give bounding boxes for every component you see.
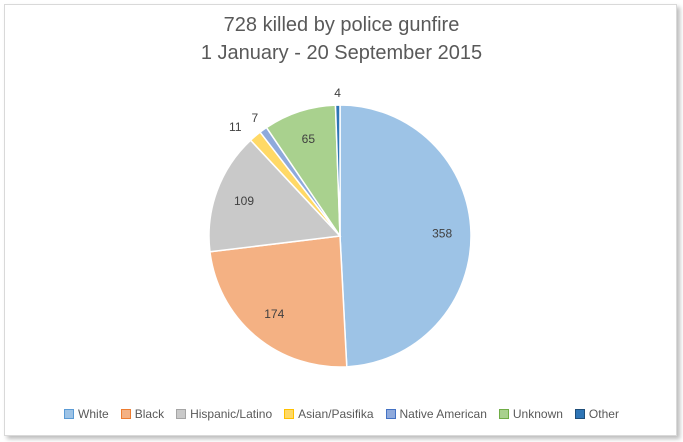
legend-item-unknown: Unknown: [498, 407, 563, 421]
pie-slice-white: [339, 104, 472, 368]
pie-slice-hispanic-latino: [208, 139, 342, 253]
legend-item-hispanic-latino: Hispanic/Latino: [176, 407, 272, 421]
legend-label-unknown: Unknown: [512, 407, 563, 421]
data-label-white: 358: [432, 226, 452, 240]
chart-legend: White Black Hispanic/Latino Asian/Pasifika N…: [0, 407, 683, 421]
legend-label-asian-pasifika: Asian/Pasifika: [298, 407, 374, 421]
chart-title-line-2: 1 January - 20 September 2015: [200, 42, 483, 64]
chart-title-line-1: 728 killed by police gunfire: [223, 14, 460, 36]
legend-item-native-american: Native American: [385, 407, 487, 421]
data-label-other: 4: [334, 86, 341, 100]
pie-slice-other: [334, 104, 341, 237]
legend-item-asian-pasifika: Asian/Pasifika: [284, 407, 374, 421]
legend-label-black: Black: [134, 407, 165, 421]
data-label-unknown: 65: [302, 132, 316, 146]
legend-item-white: White: [64, 407, 109, 421]
legend-item-black: Black: [120, 407, 165, 421]
legend-item-other: Other: [574, 407, 619, 421]
legend-label-white: White: [78, 407, 109, 421]
data-label-native-american: 7: [252, 111, 259, 125]
legend-swatch-hispanic-latino: [176, 409, 187, 419]
data-label-asian-pasifika: 11: [229, 120, 242, 134]
legend-swatch-native-american: [385, 409, 396, 419]
legend-swatch-black: [120, 409, 131, 419]
legend-label-hispanic-latino: Hispanic/Latino: [190, 407, 273, 421]
legend-label-other: Other: [588, 407, 619, 421]
legend-swatch-other: [574, 409, 585, 419]
legend-swatch-asian-pasifika: [284, 409, 295, 419]
legend-label-native-american: Native American: [399, 407, 487, 421]
data-label-black: 174: [264, 307, 284, 321]
pie-slice-black: [209, 235, 348, 368]
legend-swatch-white: [64, 409, 75, 419]
data-label-hispanic-latino: 109: [234, 194, 254, 208]
legend-swatch-unknown: [498, 409, 509, 419]
